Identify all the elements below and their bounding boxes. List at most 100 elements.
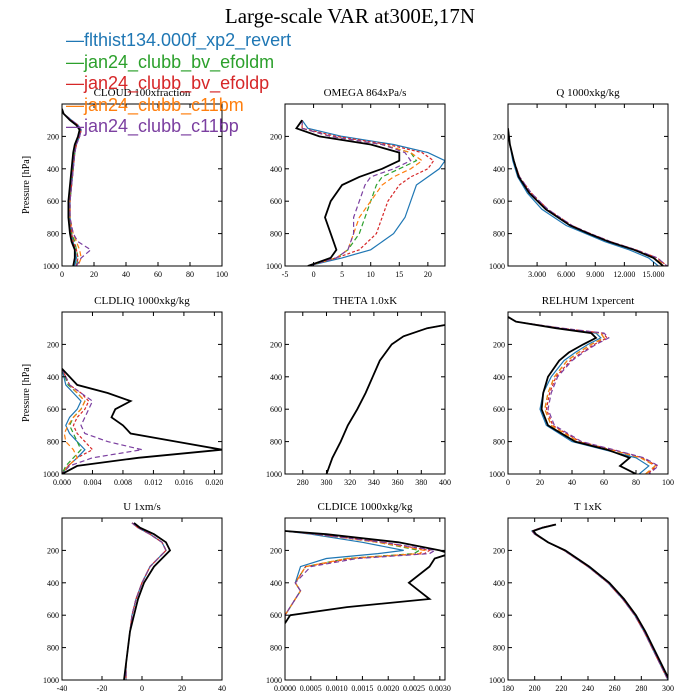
panel: Q 1000xkg/kg 200 400 600 800 1000 3.000 6.000 9.…	[489, 87, 669, 279]
legend: —flthist134.000f_xp2_revert —jan24_clubb_…	[66, 30, 291, 138]
series-group	[123, 522, 172, 680]
y-tick-label: 600	[47, 197, 59, 206]
y-tick-label: 200	[493, 546, 505, 555]
y-tick-label: 600	[47, 611, 59, 620]
series-line	[62, 108, 92, 266]
x-tick-label: 240	[582, 684, 594, 693]
series-line	[285, 530, 437, 624]
x-tick-label: 0	[506, 478, 510, 487]
y-tick-label: 800	[493, 438, 505, 447]
x-tick-label: 0.016	[175, 478, 193, 487]
series-line	[508, 128, 664, 266]
x-tick-label: 12.000	[613, 270, 635, 279]
series-line	[125, 522, 167, 680]
panel: OMEGA 864xPa/s 200 400 600 800 1000-5 0 5 10 15 20	[266, 87, 446, 279]
panel-title: CLOUD 100xfraction	[94, 87, 191, 99]
y-tick-label: 400	[493, 165, 505, 174]
panel-title: OMEGA 864xPa/s	[324, 87, 407, 99]
plot-frame	[284, 103, 446, 267]
series-line	[325, 324, 445, 474]
series-line	[508, 316, 637, 474]
y-tick-label: 400	[47, 579, 59, 588]
x-tick-label: 380	[415, 478, 427, 487]
x-tick-label: 15.000	[642, 270, 664, 279]
series-line	[508, 316, 660, 474]
series-line	[301, 120, 418, 266]
y-axis-label: Pressure [hPa]	[21, 156, 32, 214]
series-group	[62, 368, 222, 474]
y-tick-label: 1000	[489, 470, 505, 479]
x-tick-label: 0.0010	[326, 684, 348, 693]
y-tick-label: 800	[493, 644, 505, 653]
x-tick-label: 320	[344, 478, 356, 487]
series-line	[301, 120, 435, 266]
y-tick-label: 400	[270, 579, 282, 588]
series-line	[301, 120, 424, 266]
legend-swatch: —	[66, 73, 84, 93]
series-line	[62, 368, 86, 474]
x-tick-label: 0.008	[114, 478, 132, 487]
y-tick-label: 400	[47, 165, 59, 174]
x-tick-label: 0.012	[144, 478, 162, 487]
x-tick-label: 0.0020	[377, 684, 399, 693]
legend-item: —flthist134.000f_xp2_revert	[66, 30, 291, 52]
x-tick-label: 0.0030	[429, 684, 451, 693]
x-tick-label: 10	[367, 270, 375, 279]
x-tick-label: 6.000	[557, 270, 575, 279]
panel-title: CLDICE 1000xkg/kg	[317, 501, 413, 513]
series-line	[530, 523, 668, 680]
x-tick-label: 20	[424, 270, 432, 279]
series-line	[285, 530, 404, 624]
series-group	[285, 530, 445, 624]
plot-frame	[61, 517, 223, 681]
series-line	[62, 368, 222, 474]
plot-frame	[507, 311, 669, 475]
series-line	[325, 324, 445, 474]
legend-label: flthist134.000f_xp2_revert	[84, 30, 292, 50]
series-group	[508, 128, 668, 266]
plot-frame	[507, 517, 669, 681]
series-line	[508, 316, 657, 474]
series-line	[62, 368, 143, 474]
y-tick-label: 400	[270, 165, 282, 174]
series-line	[508, 128, 668, 266]
y-tick-label: 200	[47, 546, 59, 555]
series-line	[62, 108, 81, 266]
series-group	[508, 316, 660, 474]
x-tick-label: 15	[395, 270, 403, 279]
x-tick-label: 40	[568, 478, 576, 487]
plot-frame	[61, 311, 223, 475]
x-tick-label: 40	[218, 684, 226, 693]
plot-frame	[284, 311, 446, 475]
series-line	[530, 523, 668, 680]
y-tick-label: 1000	[266, 676, 282, 685]
y-tick-label: 800	[493, 230, 505, 239]
legend-item: —jan24_clubb_bv_efoldp	[66, 73, 291, 95]
series-line	[325, 324, 445, 474]
series-line	[285, 530, 432, 624]
series-line	[125, 522, 167, 680]
series-group	[325, 324, 445, 474]
y-tick-label: 1000	[266, 262, 282, 271]
y-tick-label: 400	[270, 373, 282, 382]
legend-item: —jan24_clubb_c11bp	[66, 116, 291, 138]
series-line	[508, 316, 650, 474]
legend-item: —jan24_clubb_c11bm	[66, 95, 291, 117]
y-tick-label: 1000	[43, 262, 59, 271]
y-tick-label: 800	[47, 438, 59, 447]
y-tick-label: 200	[493, 132, 505, 141]
series-line	[508, 316, 657, 474]
x-tick-label: -5	[282, 270, 289, 279]
series-line	[508, 316, 658, 474]
series-line	[123, 522, 172, 680]
y-tick-label: 800	[47, 230, 59, 239]
series-line	[530, 523, 668, 680]
series-line	[508, 128, 668, 266]
figure-title: Large-scale VAR at300E,17N	[224, 4, 476, 28]
y-tick-label: 1000	[43, 470, 59, 479]
series-line	[530, 523, 668, 680]
x-tick-label: 60	[600, 478, 608, 487]
y-tick-label: 800	[47, 644, 59, 653]
